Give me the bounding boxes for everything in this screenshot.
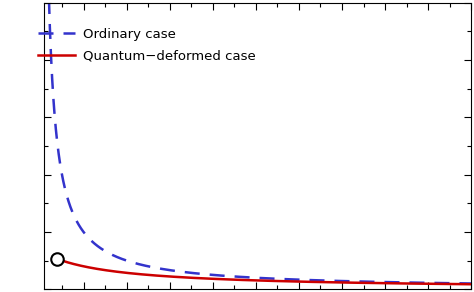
Ordinary case — [205, 273, 210, 276]
Quantum−deformed case — [101, 268, 107, 272]
Ordinary case — [90, 240, 95, 244]
Ordinary case — [223, 274, 229, 278]
Quantum−deformed case — [126, 271, 131, 275]
Quantum−deformed case — [231, 278, 237, 281]
Quantum−deformed case — [468, 282, 474, 286]
Quantum−deformed case — [416, 282, 421, 285]
Legend: Ordinary case, Quantum−deformed case: Ordinary case, Quantum−deformed case — [34, 24, 259, 67]
Quantum−deformed case — [460, 282, 466, 286]
Ordinary case — [460, 281, 465, 285]
Ordinary case — [115, 256, 121, 259]
Quantum−deformed case — [213, 277, 219, 281]
Line: Quantum−deformed case: Quantum−deformed case — [57, 259, 471, 284]
Ordinary case — [414, 281, 419, 284]
Ordinary case — [468, 282, 474, 285]
Quantum−deformed case — [54, 257, 60, 260]
Line: Ordinary case: Ordinary case — [44, 0, 471, 284]
